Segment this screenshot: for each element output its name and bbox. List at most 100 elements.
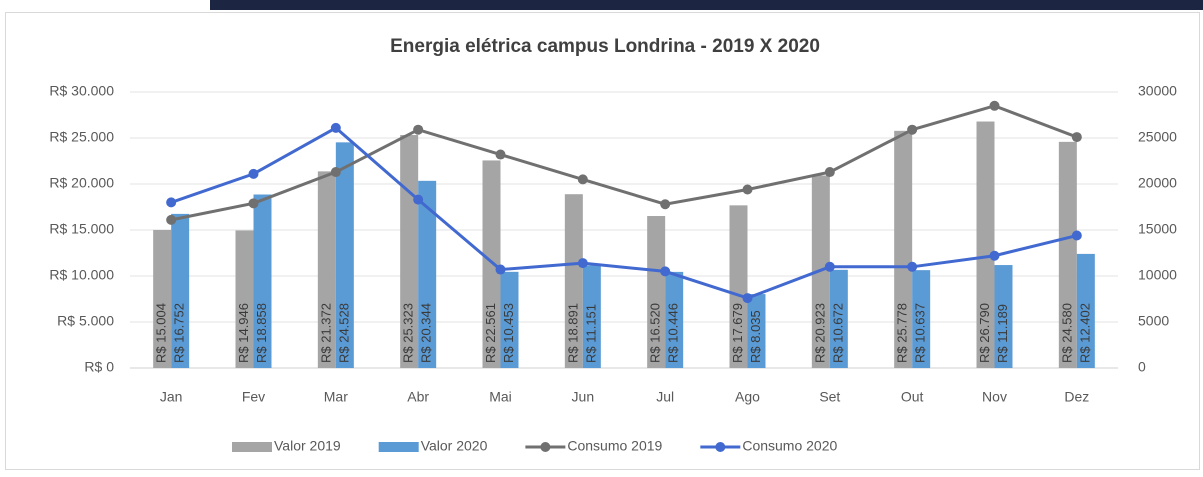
legend-swatch <box>378 442 419 452</box>
legend-label: Consumo 2019 <box>567 438 662 454</box>
marker <box>989 250 1000 261</box>
y2-tick-label: 5000 <box>1138 313 1169 329</box>
bar <box>647 216 666 368</box>
bar <box>171 213 190 368</box>
value-label: R$ 25.323 <box>401 303 416 363</box>
marker <box>907 261 918 272</box>
legend-label: Consumo 2020 <box>742 438 837 454</box>
value-label: R$ 10.672 <box>830 303 845 363</box>
marker <box>248 198 259 209</box>
bar <box>235 230 254 368</box>
marker <box>824 261 835 272</box>
bar <box>829 269 848 368</box>
value-label: R$ 22.561 <box>483 303 498 363</box>
marker <box>1071 132 1082 143</box>
y2-tick-label: 0 <box>1138 359 1146 375</box>
x-tick-label: Nov <box>982 389 1007 405</box>
marker <box>248 168 259 179</box>
value-label: R$ 16.752 <box>172 303 187 363</box>
marker <box>989 100 1000 111</box>
y-tick-label: R$ 10.000 <box>49 267 114 283</box>
marker <box>166 214 177 225</box>
marker <box>660 199 671 210</box>
y-tick-label: R$ 20.000 <box>49 175 114 191</box>
x-tick-label: Fev <box>242 389 265 405</box>
x-tick-label: Jan <box>160 389 183 405</box>
marker <box>742 184 753 195</box>
value-label: R$ 15.004 <box>154 303 169 363</box>
bar <box>665 271 684 368</box>
marker <box>495 264 506 275</box>
value-label: R$ 12.402 <box>1077 303 1092 363</box>
marker <box>577 258 588 269</box>
legend-label: Valor 2020 <box>421 438 488 454</box>
value-label: R$ 18.891 <box>565 303 580 363</box>
y-tick-label: R$ 30.000 <box>49 83 114 99</box>
marker <box>907 124 918 135</box>
marker <box>577 174 588 185</box>
y2-tick-label: 15000 <box>1138 221 1177 237</box>
chart-title: Energia elétrica campus Londrina - 2019 … <box>390 36 820 57</box>
y2-tick-label: 10000 <box>1138 267 1177 283</box>
legend-swatch <box>232 442 272 452</box>
bar <box>500 271 519 368</box>
bar <box>1076 253 1095 368</box>
legend-marker <box>715 442 726 452</box>
marker <box>824 167 835 178</box>
value-label: R$ 18.858 <box>254 303 269 363</box>
bar <box>582 265 601 368</box>
x-tick-label: Dez <box>1064 389 1089 405</box>
x-tick-label: Set <box>819 389 840 405</box>
value-label: R$ 20.344 <box>419 303 434 363</box>
legend-label: Valor 2019 <box>274 438 341 454</box>
value-label: R$ 8.035 <box>748 310 763 363</box>
y-tick-label: R$ 0 <box>84 359 114 375</box>
x-tick-label: Jun <box>572 389 595 405</box>
y-tick-label: R$ 25.000 <box>49 129 114 145</box>
marker <box>660 266 671 277</box>
marker <box>495 149 506 160</box>
marker <box>742 293 753 304</box>
value-label: R$ 26.790 <box>977 303 992 363</box>
legend-marker <box>540 442 551 452</box>
marker <box>330 167 341 178</box>
bar <box>335 142 354 368</box>
value-label: R$ 17.679 <box>730 303 745 363</box>
y2-tick-label: 30000 <box>1138 83 1177 99</box>
y-tick-label: R$ 5.000 <box>57 313 114 329</box>
marker <box>1071 230 1082 241</box>
value-label: R$ 24.528 <box>336 303 351 363</box>
y-tick-label: R$ 15.000 <box>49 221 114 237</box>
bar <box>482 160 501 368</box>
top-bar <box>210 0 1203 10</box>
y2-tick-label: 25000 <box>1138 129 1177 145</box>
value-label: R$ 11.189 <box>995 304 1010 363</box>
x-tick-label: Mar <box>324 389 348 405</box>
value-label: R$ 16.520 <box>648 303 663 363</box>
x-tick-label: Ago <box>735 389 760 405</box>
bar <box>994 265 1013 368</box>
bar <box>564 194 583 368</box>
x-tick-label: Abr <box>407 389 429 405</box>
value-label: R$ 10.446 <box>666 303 681 363</box>
line <box>170 126 1078 300</box>
marker <box>330 122 341 133</box>
y2-tick-label: 20000 <box>1138 175 1177 191</box>
bar <box>747 294 766 368</box>
bar <box>400 135 419 368</box>
marker <box>413 194 424 205</box>
value-label: R$ 11.151 <box>583 304 598 363</box>
marker <box>166 197 177 208</box>
bar <box>1058 141 1077 368</box>
x-tick-label: Out <box>901 389 924 405</box>
x-tick-label: Jul <box>656 389 674 405</box>
bar <box>976 121 995 368</box>
bar <box>253 194 272 368</box>
value-label: R$ 21.372 <box>318 303 333 363</box>
x-tick-label: Mai <box>489 389 512 405</box>
value-label: R$ 10.453 <box>501 303 516 363</box>
bar <box>153 229 172 368</box>
chart-frame <box>5 12 1200 470</box>
value-label: R$ 14.946 <box>236 303 251 363</box>
